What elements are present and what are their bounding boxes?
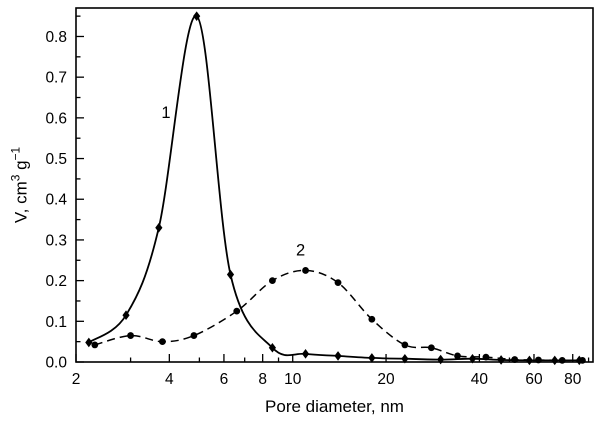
ticks — [75, 15, 590, 363]
circle-marker — [190, 332, 198, 339]
series-2-curve — [91, 267, 586, 364]
y-tick-label: 0.4 — [45, 192, 67, 209]
plot-frame — [75, 7, 594, 363]
y-axis-title-superscript-3: 3 — [8, 174, 23, 182]
curve-labels: 12 — [161, 104, 305, 260]
diamond-marker — [368, 353, 376, 363]
diamond-marker — [85, 337, 93, 348]
y-tick-label: 0.5 — [45, 151, 67, 168]
circle-marker — [233, 307, 241, 315]
diamond-marker — [301, 349, 310, 359]
circle-marker — [302, 267, 309, 274]
diamond-marker — [226, 269, 235, 280]
circle-marker — [454, 352, 461, 360]
circle-marker — [482, 353, 490, 361]
circle-marker — [558, 356, 566, 364]
x-tick-label: 20 — [377, 371, 395, 388]
circle-marker — [579, 356, 586, 364]
curve-label-2: 2 — [296, 241, 305, 259]
circle-marker — [269, 277, 276, 285]
y-tick-label: 0.3 — [45, 232, 67, 249]
circle-marker — [535, 356, 542, 364]
y-tick-label: 0.7 — [45, 70, 67, 87]
diamond-marker — [193, 11, 201, 21]
y-axis-title: V, cm3 g−1 — [9, 147, 32, 223]
diamond-marker — [497, 355, 505, 365]
diamond-marker — [122, 310, 130, 321]
y-tick-label: 0.0 — [45, 355, 67, 372]
x-tick-label: 8 — [258, 371, 267, 388]
circle-marker — [368, 315, 376, 323]
y-tick-label: 0.1 — [45, 314, 67, 331]
tick-labels: 2 4 6 8 10 20 40 60 80 0.0 0.1 0.2 0.3 0.4 0.5 0.6 0.7 0.… — [45, 29, 581, 388]
x-tick-label: 10 — [284, 371, 302, 388]
x-tick-label: 80 — [564, 371, 582, 388]
circle-marker — [159, 338, 166, 346]
circle-marker — [427, 344, 435, 352]
diamond-marker — [268, 342, 277, 353]
diamond-marker — [334, 351, 342, 361]
curve-label-1: 1 — [161, 104, 170, 122]
x-tick-label: 6 — [220, 371, 229, 388]
x-tick-label: 40 — [471, 371, 489, 388]
circle-marker — [511, 356, 519, 363]
series-1-line — [88, 15, 580, 362]
circle-marker — [401, 341, 409, 349]
axes — [75, 7, 594, 363]
diamond-marker — [468, 353, 477, 364]
y-axis-title-units: g — [11, 160, 31, 175]
circle-marker — [127, 332, 134, 339]
y-tick-label: 0.6 — [45, 110, 67, 127]
x-tick-label: 2 — [72, 371, 81, 388]
x-tick-label: 60 — [525, 371, 543, 388]
y-axis-title-text: V, cm — [11, 181, 31, 224]
series-1-curve — [85, 11, 583, 366]
circle-marker — [334, 279, 342, 287]
y-tick-label: 0.2 — [45, 273, 67, 290]
x-axis-title: Pore diameter, nm — [265, 397, 404, 416]
y-axis-title-superscript-minus1: −1 — [8, 146, 23, 161]
x-tick-label: 4 — [165, 371, 174, 388]
diamond-marker — [155, 222, 163, 233]
y-tick-label: 0.8 — [45, 29, 67, 46]
circle-marker — [91, 341, 99, 349]
diamond-marker — [401, 353, 409, 364]
diamond-marker — [437, 354, 445, 365]
